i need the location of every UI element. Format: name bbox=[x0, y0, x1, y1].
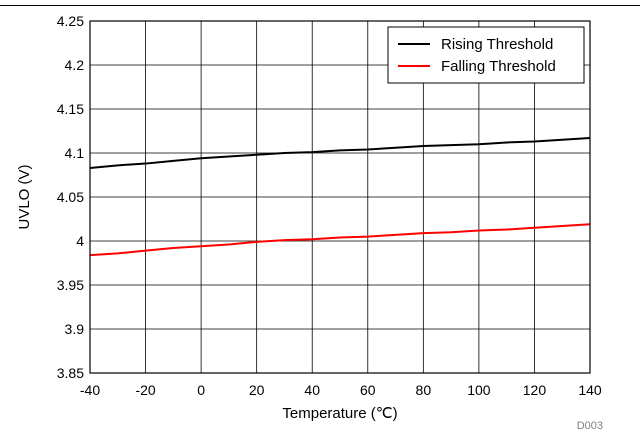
y-tick-label: 4.05 bbox=[57, 189, 84, 205]
y-tick-label: 4.2 bbox=[65, 57, 85, 73]
legend-label-rising: Rising Threshold bbox=[441, 36, 553, 53]
y-tick-label: 4.1 bbox=[65, 145, 85, 161]
x-tick-labels: -40 -20 0 20 40 60 80 100 120 140 bbox=[80, 382, 602, 398]
y-tick-label: 3.95 bbox=[57, 277, 84, 293]
x-tick-label: 20 bbox=[249, 382, 265, 398]
y-tick-label: 4.25 bbox=[57, 13, 84, 29]
y-tick-label: 3.9 bbox=[65, 321, 85, 337]
x-tick-label: 120 bbox=[523, 382, 547, 398]
x-tick-label: -40 bbox=[80, 382, 100, 398]
x-axis-title: Temperature (℃) bbox=[282, 405, 397, 422]
series-line-rising-threshold bbox=[89, 137, 591, 169]
legend-box bbox=[387, 26, 585, 84]
top-rule bbox=[0, 5, 640, 6]
legend: Rising Threshold Falling Threshold bbox=[387, 26, 585, 84]
series-layer bbox=[89, 137, 591, 257]
y-tick-label: 4 bbox=[76, 233, 84, 249]
x-tick-label: 60 bbox=[360, 382, 376, 398]
legend-label-falling: Falling Threshold bbox=[441, 58, 556, 75]
plot-border bbox=[89, 20, 591, 374]
figure-id-annotation: D003 bbox=[577, 420, 603, 432]
y-tick-label: 4.15 bbox=[57, 101, 84, 117]
y-tick-label: 3.85 bbox=[57, 365, 84, 381]
y-tick-labels: 3.85 3.9 3.95 4 4.05 4.1 4.15 4.2 4.25 bbox=[57, 13, 84, 381]
y-axis-title: UVLO (V) bbox=[16, 164, 33, 229]
x-tick-label: 100 bbox=[467, 382, 491, 398]
x-tick-label: 80 bbox=[416, 382, 432, 398]
x-tick-label: -20 bbox=[135, 382, 155, 398]
x-tick-label: 0 bbox=[197, 382, 205, 398]
series-line-falling-threshold bbox=[89, 223, 591, 257]
x-tick-label: 40 bbox=[304, 382, 320, 398]
x-tick-label: 140 bbox=[578, 382, 602, 398]
